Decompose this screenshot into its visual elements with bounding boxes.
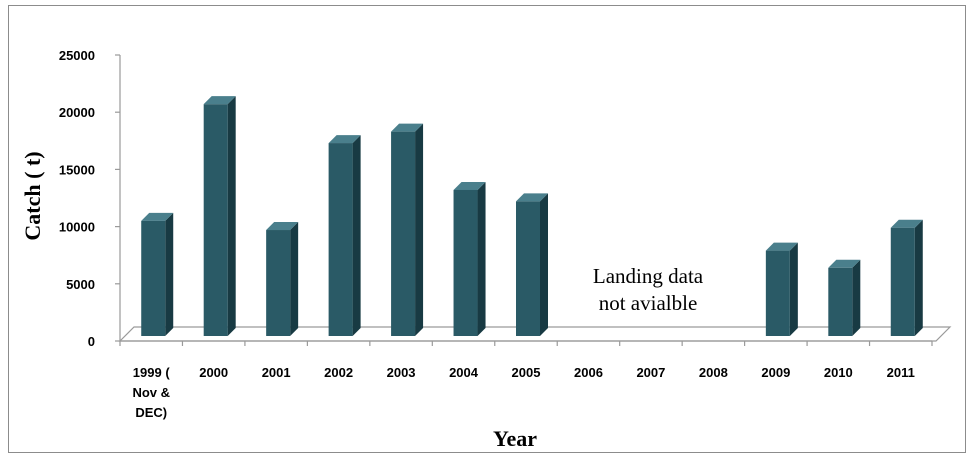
bar: [203, 96, 236, 337]
bar-side: [914, 219, 923, 336]
y-axis: 0 5000 10000 15000 20000 25000: [59, 48, 121, 349]
bar-side: [852, 259, 861, 336]
x-tick-label: 2002: [324, 365, 353, 380]
bar-top: [890, 219, 923, 228]
bar-top: [765, 242, 798, 251]
bar-side: [540, 193, 548, 336]
bar-side: [165, 212, 174, 336]
bar-front: [453, 189, 478, 336]
x-tick-label: 2007: [636, 365, 665, 380]
x-tick-label: 2003: [387, 365, 416, 380]
x-tick-label: 2000: [199, 365, 228, 380]
bar-top: [453, 181, 486, 190]
bar-front: [266, 230, 291, 336]
bar-top: [141, 212, 174, 221]
bar-side: [789, 242, 798, 336]
bar-side: [352, 135, 361, 336]
bar: [765, 242, 798, 336]
bar: [890, 219, 923, 336]
bar-front: [141, 220, 166, 336]
bar-top: [203, 96, 236, 105]
bar-front: [890, 227, 915, 336]
y-tick-label: 15000: [59, 162, 95, 177]
bar-top: [516, 193, 548, 202]
bar: [328, 135, 361, 336]
bar-side: [415, 123, 424, 336]
bar-front: [765, 250, 790, 336]
y-tick-label: 0: [88, 334, 95, 349]
bar-front: [828, 267, 853, 336]
bar-front: [391, 131, 416, 336]
x-tick-label: 2009: [761, 365, 790, 380]
bar: [391, 123, 424, 336]
x-tick-label: 2008: [699, 365, 728, 380]
bar: [141, 212, 174, 336]
y-tick-label: 10000: [59, 220, 95, 235]
x-tick-label: 1999 (Nov & DEC): [132, 365, 170, 420]
y-tick-label: 5000: [66, 277, 95, 292]
bar: [453, 181, 486, 336]
bar: [266, 222, 299, 336]
x-axis-title: Year: [493, 426, 537, 451]
x-tick-label: 2004: [449, 365, 479, 380]
bar: [516, 193, 548, 336]
bar-front: [516, 201, 540, 336]
bar-front: [203, 104, 228, 337]
y-tick-label: 20000: [59, 105, 95, 120]
y-axis-title: Catch ( t): [20, 151, 45, 240]
bar-top: [328, 135, 361, 144]
bar-side: [227, 96, 236, 337]
x-axis: 1999 (Nov & DEC) 2000 2001 2002 2003 2004 2005 2…: [119, 340, 933, 420]
x-tick-label: 2010: [824, 365, 853, 380]
bar-side: [290, 222, 299, 336]
bars: [141, 96, 923, 337]
bar-front: [328, 143, 353, 336]
bar-top: [828, 259, 861, 268]
annotation-text: Landing data not avialble: [593, 264, 704, 315]
x-tick-label: 2001: [262, 365, 291, 380]
x-tick-label: 2011: [887, 365, 915, 380]
bar-top: [266, 222, 299, 231]
bar: [828, 259, 861, 336]
bar-top: [391, 123, 424, 132]
x-tick-label: 2005: [512, 365, 541, 380]
x-tick-label: 2006: [574, 365, 603, 380]
y-tick-label: 25000: [59, 48, 95, 63]
bar-side: [477, 181, 486, 336]
